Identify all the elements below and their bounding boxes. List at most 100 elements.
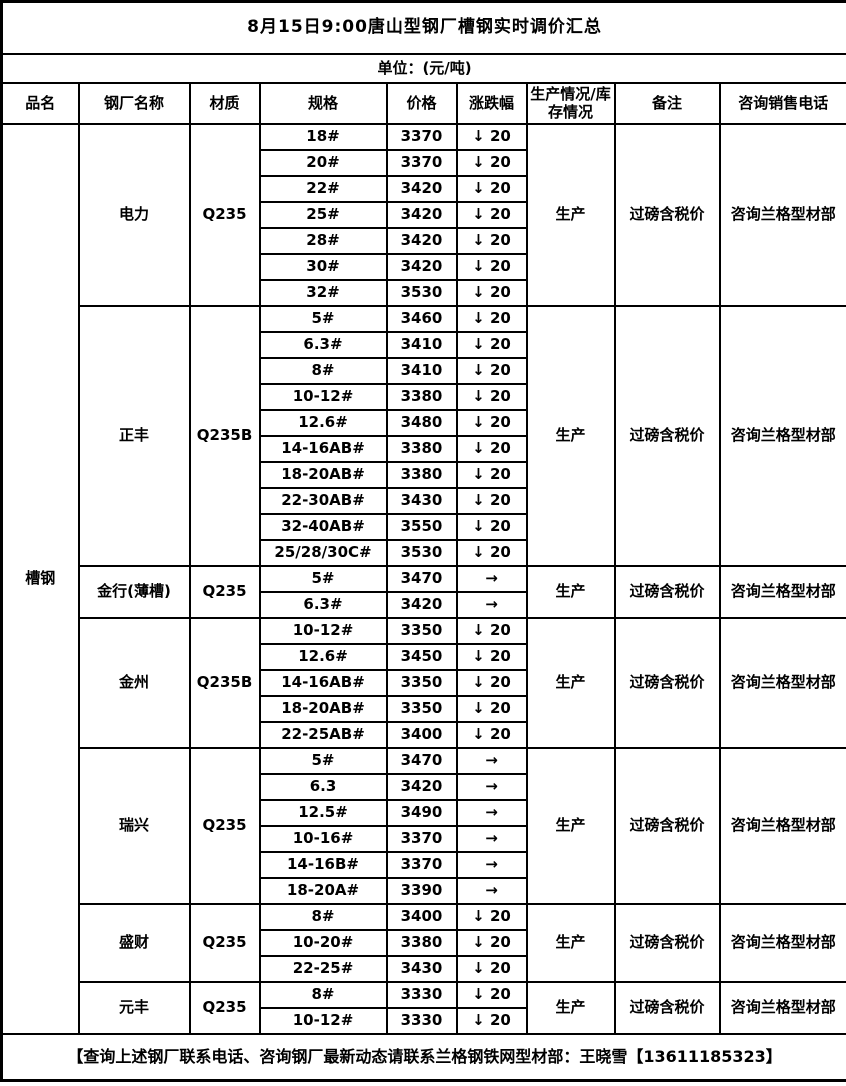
change-cell: ↓ 20 xyxy=(455,409,528,437)
spec-cell: 14-16AB# xyxy=(258,435,388,463)
price-row: 10-12# 3380 ↓ 20 xyxy=(2,383,846,411)
price-cell: 3400 xyxy=(385,721,458,749)
spec-cell: 5# xyxy=(258,747,388,775)
spec-cell: 18-20AB# xyxy=(258,461,388,489)
col-header-material: 材质 xyxy=(188,82,261,125)
change-cell: ↓ 20 xyxy=(455,539,528,567)
price-cell: 3380 xyxy=(385,929,458,957)
price-cell: 3380 xyxy=(385,461,458,489)
spec-cell: 10-12# xyxy=(258,1007,388,1035)
price-cell: 3470 xyxy=(385,565,458,593)
price-cell: 3420 xyxy=(385,773,458,801)
spec-cell: 25/28/30C# xyxy=(258,539,388,567)
price-row: 槽钢 电力 Q235 18# 3370 ↓ 20 生产 过磅含税价 咨询兰格型材部 xyxy=(0,123,846,1035)
material-cell: Q235 xyxy=(188,123,261,307)
unit-label: 单位：(元/吨) xyxy=(0,53,846,84)
price-cell: 3350 xyxy=(385,695,458,723)
spec-cell: 12.6# xyxy=(258,643,388,671)
price-cell: 3330 xyxy=(385,981,458,1009)
spec-cell: 14-16AB# xyxy=(258,669,388,697)
price-row: 瑞兴 Q235 5# 3470 → 生产 过磅含税价 咨询兰格型材部 xyxy=(2,747,846,905)
price-cell: 3370 xyxy=(385,123,458,151)
price-row: 22-25# 3430 ↓ 20 xyxy=(2,955,846,983)
change-cell: ↓ 20 xyxy=(455,357,528,385)
change-cell: ↓ 20 xyxy=(455,279,528,307)
change-cell: ↓ 20 xyxy=(455,929,528,957)
material-cell: Q235B xyxy=(188,305,261,567)
price-cell: 3420 xyxy=(385,253,458,281)
spec-cell: 18# xyxy=(258,123,388,151)
phone-cell: 咨询兰格型材部 xyxy=(718,123,846,307)
status-cell: 生产 xyxy=(525,565,616,619)
page-title: 8月15日9:00唐山型钢厂槽钢实时调价汇总 xyxy=(0,0,846,55)
spec-cell: 32-40AB# xyxy=(258,513,388,541)
spec-cell: 18-20AB# xyxy=(258,695,388,723)
price-row: 正丰 Q235B 5# 3460 ↓ 20 生产 过磅含税价 咨询兰格型材部 xyxy=(2,305,846,567)
price-row: 6.3# 3410 ↓ 20 xyxy=(2,331,846,359)
note-cell: 过磅含税价 xyxy=(613,305,721,567)
change-cell: ↓ 20 xyxy=(455,617,528,645)
column-header-row: 品名 钢厂名称 材质 规格 价格 涨跌幅 生产情况/库存情况 备注 咨询销售电话 xyxy=(0,82,846,125)
price-row: 18-20AB# 3380 ↓ 20 xyxy=(2,461,846,489)
price-row: 8# 3410 ↓ 20 xyxy=(2,357,846,385)
price-row: 25/28/30C# 3530 ↓ 20 xyxy=(2,539,846,567)
change-cell: → xyxy=(455,851,528,879)
mill-name-cell: 盛财 xyxy=(77,903,191,983)
spec-cell: 8# xyxy=(258,981,388,1009)
phone-cell: 咨询兰格型材部 xyxy=(718,981,846,1035)
note-cell: 过磅含税价 xyxy=(613,617,721,749)
price-row: 18-20A# 3390 → xyxy=(2,877,846,905)
spec-cell: 10-12# xyxy=(258,617,388,645)
change-cell: ↓ 20 xyxy=(455,201,528,229)
price-cell: 3490 xyxy=(385,799,458,827)
change-cell: ↓ 20 xyxy=(455,175,528,203)
price-cell: 3450 xyxy=(385,643,458,671)
spec-cell: 20# xyxy=(258,149,388,177)
change-cell: → xyxy=(455,565,528,593)
spec-cell: 8# xyxy=(258,357,388,385)
price-cell: 3380 xyxy=(385,435,458,463)
spec-cell: 12.6# xyxy=(258,409,388,437)
note-cell: 过磅含税价 xyxy=(613,565,721,619)
price-row: 30# 3420 ↓ 20 xyxy=(2,253,846,281)
price-row: 10-12# 3330 ↓ 20 xyxy=(2,1007,846,1035)
note-cell: 过磅含税价 xyxy=(613,981,721,1035)
change-cell: ↓ 20 xyxy=(455,955,528,983)
price-cell: 3420 xyxy=(385,227,458,255)
phone-cell: 咨询兰格型材部 xyxy=(718,565,846,619)
change-cell: → xyxy=(455,877,528,905)
spec-cell: 14-16B# xyxy=(258,851,388,879)
change-cell: ↓ 20 xyxy=(455,227,528,255)
change-cell: ↓ 20 xyxy=(455,253,528,281)
price-row: 20# 3370 ↓ 20 xyxy=(2,149,846,177)
price-cell: 3410 xyxy=(385,357,458,385)
price-cell: 3430 xyxy=(385,955,458,983)
price-row: 22-30AB# 3430 ↓ 20 xyxy=(2,487,846,515)
price-cell: 3370 xyxy=(385,851,458,879)
price-row: 32-40AB# 3550 ↓ 20 xyxy=(2,513,846,541)
change-cell: ↓ 20 xyxy=(455,461,528,489)
price-cell: 3410 xyxy=(385,331,458,359)
price-cell: 3420 xyxy=(385,201,458,229)
footer-row: 【查询上述钢厂联系电话、咨询钢厂最新动态请联系兰格钢铁网型材部：王晓雪【1361… xyxy=(0,1033,846,1082)
price-cell: 3350 xyxy=(385,669,458,697)
change-cell: ↓ 20 xyxy=(455,695,528,723)
phone-cell: 咨询兰格型材部 xyxy=(718,747,846,905)
price-row: 12.6# 3480 ↓ 20 xyxy=(2,409,846,437)
mill-name-cell: 正丰 xyxy=(77,305,191,567)
phone-cell: 咨询兰格型材部 xyxy=(718,305,846,567)
status-cell: 生产 xyxy=(525,305,616,567)
price-cell: 3420 xyxy=(385,175,458,203)
change-cell: ↓ 20 xyxy=(455,903,528,931)
spec-cell: 22-25AB# xyxy=(258,721,388,749)
spec-cell: 18-20A# xyxy=(258,877,388,905)
price-cell: 3530 xyxy=(385,539,458,567)
price-cell: 3530 xyxy=(385,279,458,307)
status-cell: 生产 xyxy=(525,123,616,307)
price-cell: 3380 xyxy=(385,383,458,411)
col-header-price: 价格 xyxy=(385,82,458,125)
material-cell: Q235 xyxy=(188,565,261,619)
change-cell: ↓ 20 xyxy=(455,1007,528,1035)
price-row: 18-20AB# 3350 ↓ 20 xyxy=(2,695,846,723)
product-name-cell: 槽钢 xyxy=(0,123,80,1035)
